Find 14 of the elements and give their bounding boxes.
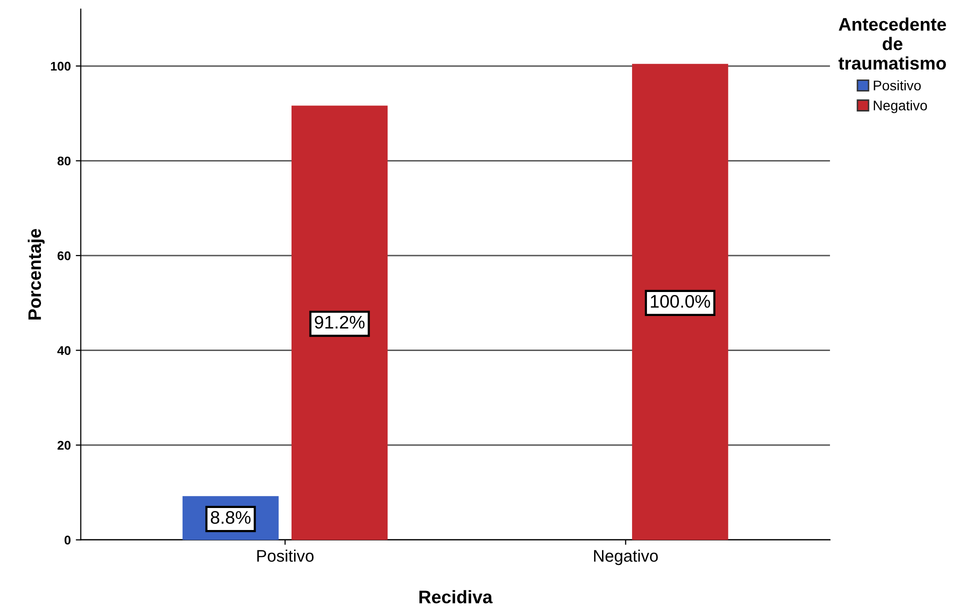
legend-label: Negativo	[874, 100, 927, 114]
x-axis-title: Recidiva	[419, 590, 493, 604]
y-axis-title: Porcentaje	[28, 228, 45, 320]
legend-label: Positivo	[874, 80, 921, 90]
y-tick-label: 100	[50, 62, 71, 71]
legend-title: Antecedente de traumatismo	[838, 17, 946, 70]
y-tick-label: 0	[64, 536, 71, 544]
y-tick-label: 60	[58, 251, 71, 260]
y-tick-label: 80	[58, 156, 71, 166]
data-label: 8.8%	[210, 511, 251, 524]
y-tick-label: 40	[57, 346, 71, 355]
y-tick-label: 20	[58, 440, 71, 450]
data-label: 100.0%	[650, 294, 710, 308]
data-label: 91.2%	[314, 316, 365, 329]
